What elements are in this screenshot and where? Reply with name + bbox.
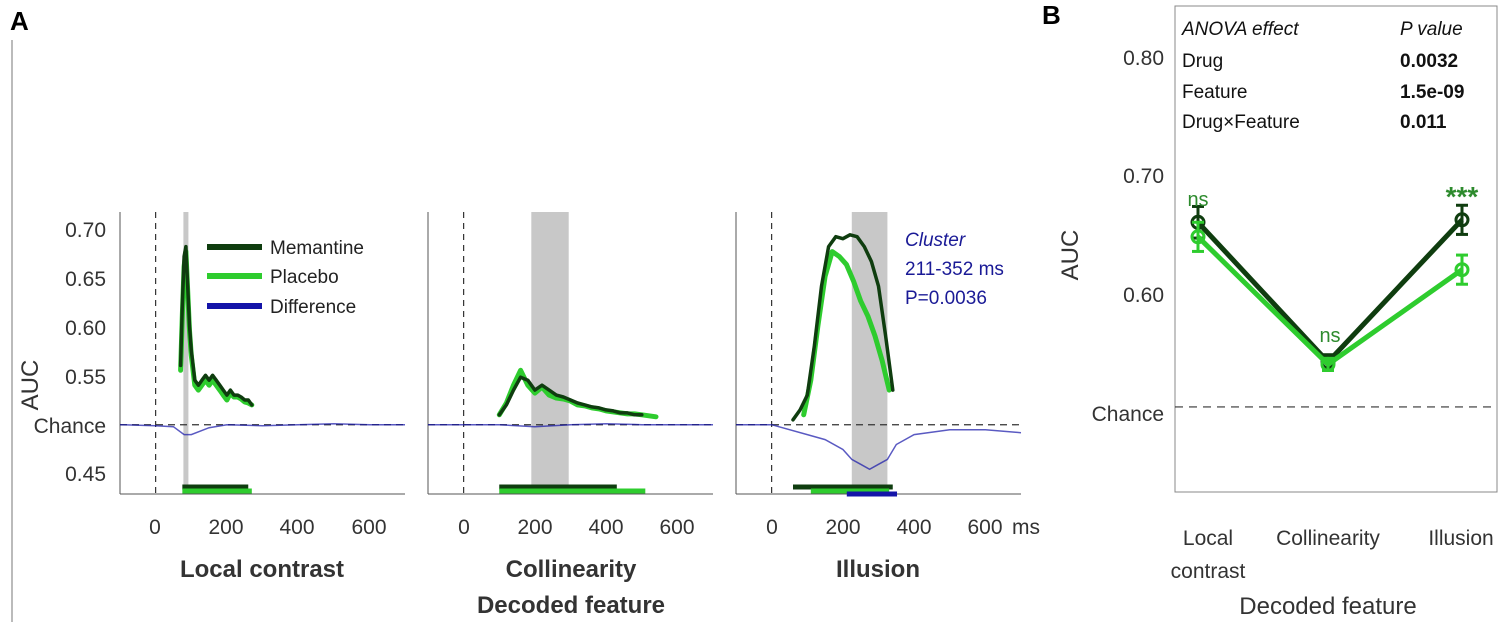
category-label-illusion: Illusion [1428, 527, 1493, 550]
cluster-annotation: Cluster 211-352 ms P=0.0036 [905, 230, 1004, 309]
legend-label-placebo: Placebo [270, 267, 339, 288]
highlight-window [531, 212, 569, 494]
panel-a-ytick-label: 0.55 [65, 366, 106, 389]
panel-b-axes-box [1174, 5, 1498, 493]
difference-line [428, 422, 713, 428]
mean-marker [1454, 262, 1470, 278]
subplot-title: Local contrast [180, 556, 344, 583]
mean-marker [1190, 229, 1206, 245]
panel-a-ytick-label: 0.65 [65, 268, 106, 291]
panel-a-ytick-label: 0.70 [65, 219, 106, 242]
anova-row-effect: Drug [1182, 51, 1223, 72]
significance-labels: ns ns *** [1187, 181, 1478, 347]
xtick-label: 200 [208, 516, 243, 539]
panel-b-ytick-chance: Chance [1092, 403, 1164, 426]
panel-a-ylabel: AUC [17, 360, 44, 411]
xtick-label: 400 [279, 516, 314, 539]
panel-a: A AUC 0.45 Chance 0.55 0.60 0.65 0.70 0 … [10, 6, 1040, 622]
cluster-title: Cluster [905, 230, 966, 251]
panel-a-ytick-label: 0.60 [65, 317, 106, 340]
difference-line [119, 422, 405, 436]
legend-label-memantine: Memantine [270, 238, 364, 259]
xtick-label: 200 [517, 516, 552, 539]
category-label-local-contrast: contrast [1171, 560, 1246, 583]
anova-row-effect: Drug×Feature [1182, 112, 1300, 133]
subplot-illusion: 0 200 400 600 ms Illusion Cluster 211-35… [735, 212, 1040, 583]
panel-b-ylabel: AUC [1057, 230, 1084, 281]
significance-illusion: *** [1446, 181, 1479, 212]
memantine-line [178, 244, 254, 407]
mean-marker [1454, 212, 1470, 228]
memantine-line [791, 233, 895, 422]
panel-a-shared-xlabel: Decoded feature [477, 592, 665, 619]
x-ticks: 0 200 400 600 [458, 516, 694, 539]
anova-table: ANOVA effect P value Drug 0.0032 Feature… [1181, 19, 1464, 133]
xtick-label: 600 [967, 516, 1002, 539]
x-ticks: 0 200 400 600 [149, 516, 386, 539]
panel-a-letter: A [10, 6, 29, 36]
panel-b-letter: B [1042, 0, 1061, 30]
panel-b-ytick-label: 0.60 [1123, 284, 1164, 307]
legend: Memantine Placebo Difference [207, 238, 364, 318]
difference-line [736, 423, 1022, 471]
panel-b-ytick-label: 0.80 [1123, 47, 1164, 70]
subplot-collinearity: 0 200 400 600 Collinearity Decoded featu… [427, 212, 713, 619]
anova-row-p: 1.5e-09 [1400, 82, 1464, 103]
panel-a-yticks: 0.45 Chance 0.55 0.60 0.65 0.70 [34, 219, 106, 486]
memantine-line [497, 375, 644, 417]
anova-row-p: 0.011 [1400, 112, 1447, 133]
xtick-label: 600 [351, 516, 386, 539]
anova-header-effect: ANOVA effect [1181, 19, 1299, 40]
panel-b-ytick-label: 0.70 [1123, 165, 1164, 188]
legend-label-difference: Difference [270, 297, 356, 318]
plot-area [428, 212, 713, 494]
panel-b-yticks: 0.80 0.70 0.60 Chance [1092, 47, 1164, 426]
panel-b-plot-area [1175, 203, 1497, 408]
panel-b-xlabel: Decoded feature [1239, 593, 1416, 620]
significance-local-contrast: ns [1187, 189, 1208, 211]
mean-marker [1320, 356, 1336, 372]
xtick-label: 0 [458, 516, 470, 539]
cluster-p-value: P=0.0036 [905, 288, 987, 309]
category-label-collinearity: Collinearity [1276, 527, 1380, 550]
x-unit-label: ms [1012, 516, 1040, 539]
panel-a-ytick-label: 0.45 [65, 463, 106, 486]
panel-b-xticks: Local contrast Collinearity Illusion [1171, 527, 1494, 583]
panel-a-ytick-chance: Chance [34, 415, 106, 438]
subplot-title: Collinearity [506, 556, 637, 583]
subplot-local-contrast: 0 200 400 600 Local contrast Memantine P… [119, 212, 405, 583]
xtick-label: 600 [659, 516, 694, 539]
anova-row-effect: Feature [1182, 82, 1247, 103]
highlight-window [183, 212, 189, 494]
plot-area [736, 212, 1022, 497]
xtick-label: 200 [825, 516, 860, 539]
cluster-range: 211-352 ms [905, 259, 1004, 280]
subplot-title: Illusion [836, 556, 920, 583]
x-ticks: 0 200 400 600 ms [766, 516, 1040, 539]
xtick-label: 400 [588, 516, 623, 539]
xtick-label: 0 [149, 516, 161, 539]
category-label-local-contrast: Local [1183, 527, 1233, 550]
anova-header-p: P value [1400, 19, 1463, 40]
plot-area [119, 212, 405, 494]
xtick-label: 0 [766, 516, 778, 539]
significance-collinearity: ns [1319, 325, 1340, 347]
panel-b: B AUC 0.80 0.70 0.60 Chance Local contra… [1042, 0, 1498, 620]
xtick-label: 400 [896, 516, 931, 539]
anova-row-p: 0.0032 [1400, 51, 1458, 72]
